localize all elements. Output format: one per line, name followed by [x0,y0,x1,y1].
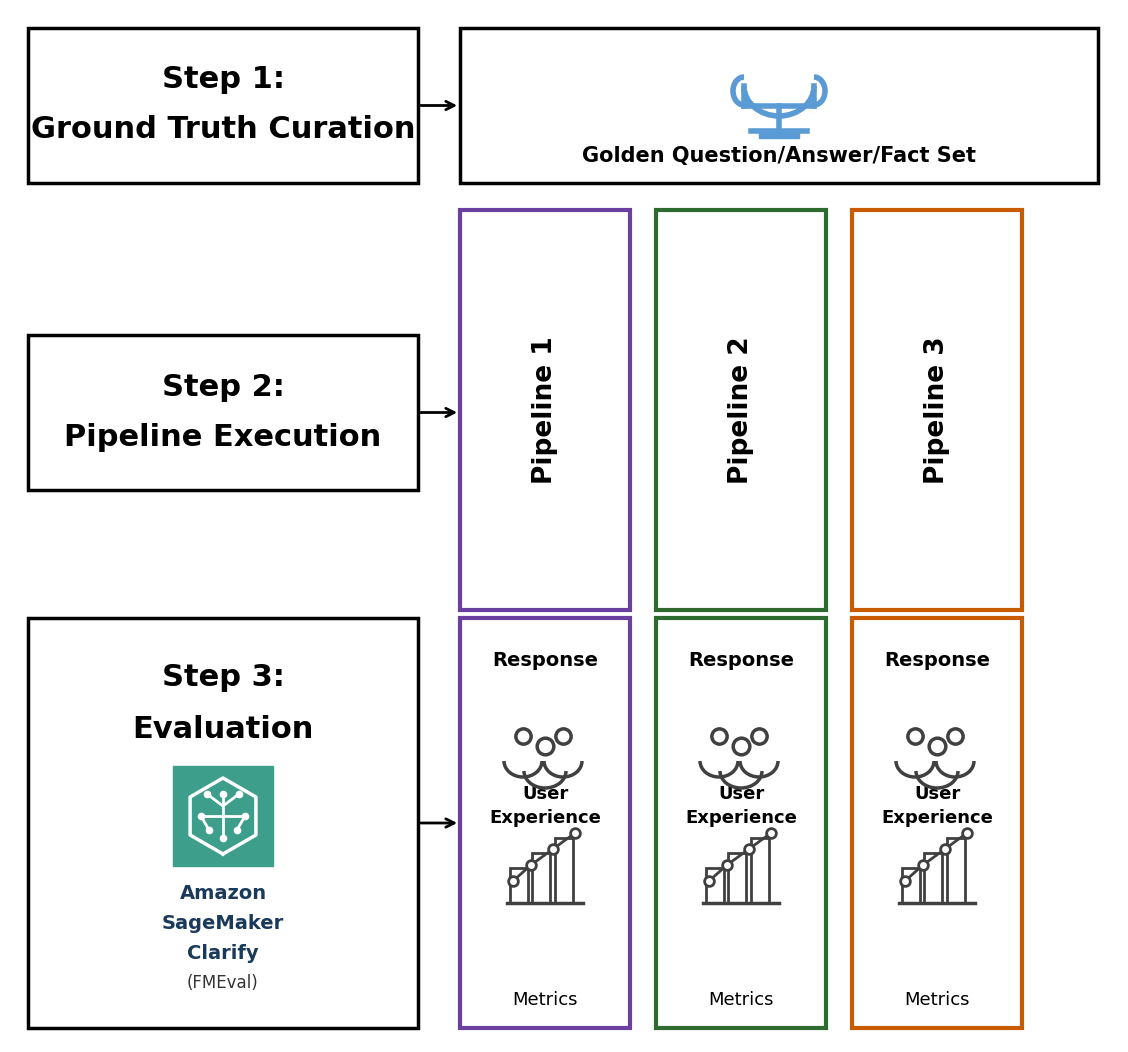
Text: Pipeline 3: Pipeline 3 [924,337,950,484]
Text: Metrics: Metrics [512,991,578,1009]
Bar [924,853,942,903]
Bar [460,210,631,610]
Bar [555,838,573,903]
Text: Response: Response [688,650,794,669]
Text: User: User [717,785,764,803]
Bar [852,618,1022,1028]
Text: Golden Question/Answer/Fact Set: Golden Question/Answer/Fact Set [582,146,976,166]
Text: Metrics: Metrics [905,991,970,1009]
Text: Metrics: Metrics [708,991,774,1009]
Text: Amazon: Amazon [179,884,266,903]
Text: Response: Response [492,650,598,669]
Text: Step 3:: Step 3: [161,664,284,692]
Text: Step 2:: Step 2: [161,372,284,402]
Bar [28,28,418,183]
Bar [532,853,550,903]
Text: Experience: Experience [685,809,797,827]
Bar [728,853,746,903]
Bar [173,766,273,866]
Bar [706,868,724,903]
Bar [656,210,826,610]
Bar [751,838,769,903]
Text: User: User [522,785,569,803]
Bar [28,618,418,1028]
Text: Pipeline 1: Pipeline 1 [532,337,558,484]
Bar [902,868,920,903]
Text: Ground Truth Curation: Ground Truth Curation [30,116,415,144]
Bar [852,210,1022,610]
Bar [460,618,631,1028]
Bar [948,838,964,903]
Text: Response: Response [884,650,990,669]
Text: SageMaker: SageMaker [162,914,284,933]
Text: Evaluation: Evaluation [132,715,314,745]
Text: Step 1:: Step 1: [161,65,284,95]
Text: Clarify: Clarify [187,944,258,963]
Text: Pipeline Execution: Pipeline Execution [64,423,381,451]
Bar [510,868,528,903]
Text: Experience: Experience [881,809,993,827]
Bar [28,335,418,490]
Bar [656,618,826,1028]
Text: User: User [914,785,960,803]
Text: Experience: Experience [490,809,601,827]
Bar [460,28,1098,183]
Text: (FMEval): (FMEval) [187,974,258,992]
Bar [759,132,799,138]
Text: Pipeline 2: Pipeline 2 [728,337,754,484]
